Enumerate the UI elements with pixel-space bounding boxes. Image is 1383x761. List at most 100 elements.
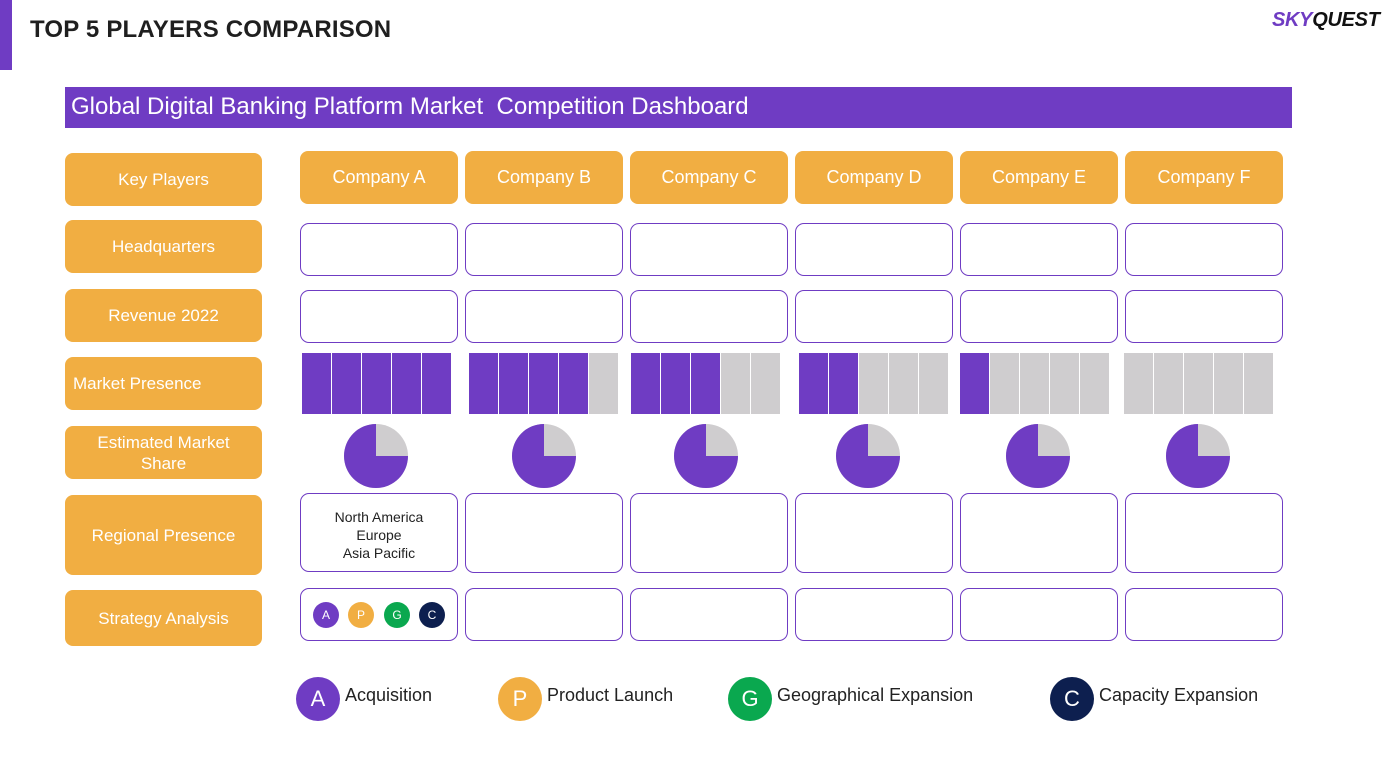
presence-segment-empty [859,353,888,414]
presence-segment-empty [889,353,918,414]
company-header: Company A [300,151,458,204]
regional-presence-cell [795,493,953,573]
presence-segment-filled [469,353,498,414]
regional-presence-cell [465,493,623,573]
presence-segment-filled [559,353,588,414]
market-share-pie [512,424,576,488]
pie-share-slice [512,424,576,488]
legend-capacity-expansion-label: Capacity Expansion [1099,685,1259,705]
pie-share-slice [674,424,738,488]
headquarters-cell [300,223,458,276]
presence-segment-empty [589,353,618,414]
presence-segment-empty [721,353,750,414]
strategy-badge-product-launch: P [348,602,374,628]
presence-segment-empty [1184,353,1213,414]
strategy-badge-capacity-expansion: C [419,602,445,628]
regional-presence-cell: North America Europe Asia Pacific [300,493,458,572]
presence-segment-filled [691,353,720,414]
presence-segment-empty [1154,353,1183,414]
strategy-cell [960,588,1118,641]
headquarters-cell [630,223,788,276]
legend-geographical-expansion-icon: G [728,677,772,721]
legend-product-launch-icon: P [498,677,542,721]
presence-segment-filled [960,353,989,414]
market-share-pie [836,424,900,488]
market-presence-bar [302,353,452,414]
market-share-pie [674,424,738,488]
headquarters-cell [795,223,953,276]
presence-segment-empty [919,353,948,414]
company-header: Company D [795,151,953,204]
presence-segment-empty [1244,353,1273,414]
presence-segment-empty [1020,353,1049,414]
presence-segment-empty [1214,353,1243,414]
regional-presence-cell [1125,493,1283,573]
revenue-cell [630,290,788,343]
revenue-cell [960,290,1118,343]
pie-share-slice [1166,424,1230,488]
presence-segment-filled [499,353,528,414]
pie-share-slice [836,424,900,488]
row-label-market-presence: Market Presence [65,357,262,410]
page-title: TOP 5 PLAYERS COMPARISON [30,16,392,43]
row-label-market-share: Estimated Market Share [65,426,262,479]
market-share-pie [344,424,408,488]
market-presence-bar [631,353,781,414]
strategy-cell [795,588,953,641]
revenue-cell [795,290,953,343]
presence-segment-filled [392,353,421,414]
legend-acquisition-icon: A [296,677,340,721]
revenue-cell [1125,290,1283,343]
presence-segment-filled [661,353,690,414]
revenue-cell [465,290,623,343]
headquarters-cell [960,223,1118,276]
company-header: Company F [1125,151,1283,204]
presence-segment-filled [332,353,361,414]
regional-presence-text: North America Europe Asia Pacific [334,509,424,561]
presence-segment-filled [829,353,858,414]
market-presence-bar [960,353,1110,414]
company-header: Company B [465,151,623,204]
headquarters-cell [1125,223,1283,276]
market-presence-bar [469,353,619,414]
row-label-revenue: Revenue 2022 [65,289,262,342]
presence-segment-empty [1050,353,1079,414]
strategy-cell [1125,588,1283,641]
market-presence-bar [799,353,949,414]
headquarters-cell [465,223,623,276]
row-label-regional-presence: Regional Presence [65,495,262,575]
row-label-key-players: Key Players [65,153,262,206]
pie-share-slice [1006,424,1070,488]
strategy-badge-geographical-expansion: G [384,602,410,628]
dashboard-title: Global Digital Banking Platform Market C… [71,93,749,120]
regional-presence-cell [630,493,788,573]
strategy-cell [465,588,623,641]
presence-segment-filled [422,353,451,414]
presence-segment-empty [751,353,780,414]
market-share-pie [1166,424,1230,488]
regional-presence-cell [960,493,1118,573]
company-header: Company E [960,151,1118,204]
pie-share-slice [344,424,408,488]
legend-capacity-expansion-icon: C [1050,677,1094,721]
legend-acquisition-label: Acquisition [345,685,433,705]
company-header: Company C [630,151,788,204]
strategy-cell [630,588,788,641]
presence-segment-filled [529,353,558,414]
presence-segment-filled [302,353,331,414]
presence-segment-filled [362,353,391,414]
skyquest-logo: SKYQUEST [1272,9,1380,31]
market-share-pie [1006,424,1070,488]
market-presence-bar [1124,353,1274,414]
revenue-cell [300,290,458,343]
strategy-badge-acquisition: A [313,602,339,628]
presence-segment-filled [631,353,660,414]
legend-product-launch-label: Product Launch [547,685,674,705]
presence-segment-filled [799,353,828,414]
dashboard-banner: Global Digital Banking Platform Market C… [65,87,1292,128]
legend-geographical-expansion-label: Geographical Expansion [777,685,974,705]
row-label-strategy: Strategy Analysis [65,590,262,646]
presence-segment-empty [990,353,1019,414]
presence-segment-empty [1124,353,1153,414]
title-accent-bar [0,0,12,70]
